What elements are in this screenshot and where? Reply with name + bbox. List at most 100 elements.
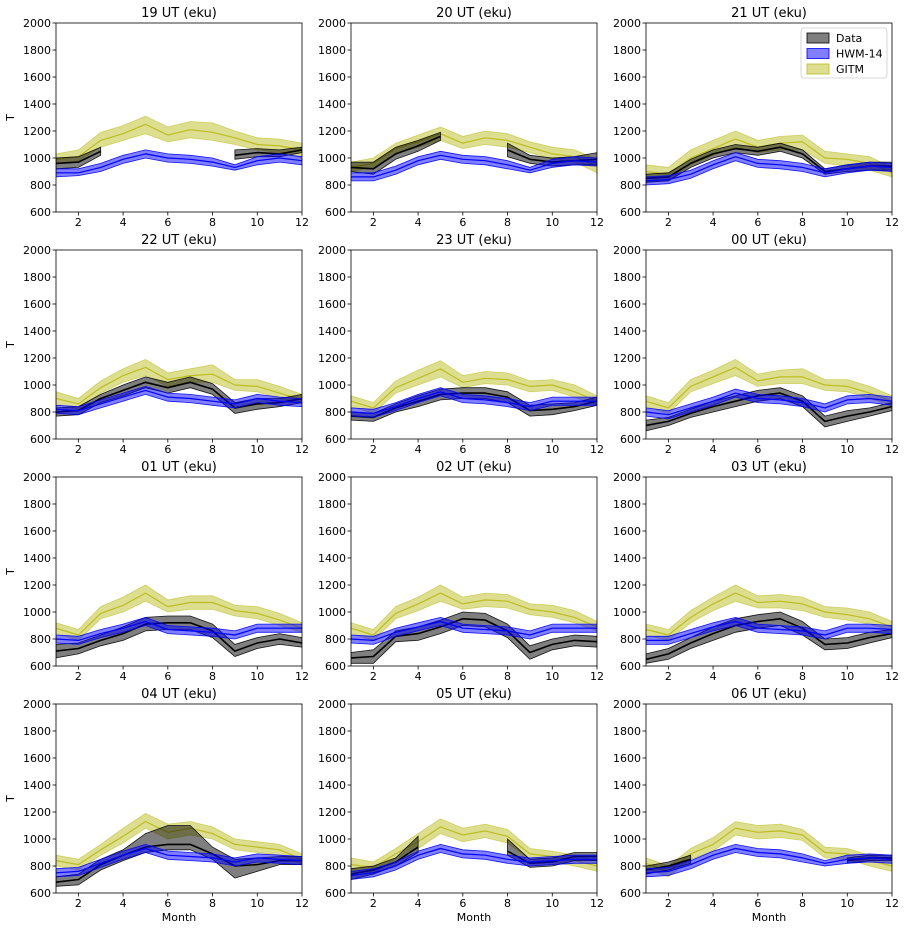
y-tick-label: 600 (620, 660, 641, 673)
x-tick-label: 8 (799, 443, 806, 456)
y-tick-label: 1600 (23, 298, 51, 311)
band-hwm-14-0 (351, 387, 597, 418)
panel-7: 2 4 6 8 10 12 600 800 1000 1200 1400 1600 1800 2000 02… (318, 460, 604, 683)
y-axis-label: T (4, 568, 17, 576)
axes-frame (350, 22, 598, 213)
x-tick-label: 6 (459, 670, 466, 683)
y-tick-label: 800 (30, 406, 51, 419)
x-tick-label: 6 (754, 216, 761, 229)
x-tick-label: 6 (459, 443, 466, 456)
y-tick-label: 2000 (613, 244, 641, 257)
band-hwm-14-0 (351, 616, 597, 645)
y-tick-label: 1400 (318, 779, 346, 792)
x-tick-label: 2 (75, 897, 82, 910)
y-tick-label: 1800 (318, 498, 346, 511)
x-tick-label: 8 (504, 216, 511, 229)
y-tick-label: 600 (620, 206, 641, 219)
y-tick-label: 1800 (613, 271, 641, 284)
line-gitm-0 (646, 592, 892, 636)
line-data-0 (351, 618, 597, 659)
y-tick-label: 600 (325, 887, 346, 900)
plot-area (646, 358, 892, 432)
line-gitm-0 (351, 592, 597, 636)
y-tick-label: 1600 (318, 525, 346, 538)
y-tick-label: 2000 (613, 17, 641, 30)
y-tick-label: 600 (620, 887, 641, 900)
y-tick-label: 1800 (613, 44, 641, 57)
y-tick-label: 1800 (23, 271, 51, 284)
y-tick-label: 1600 (613, 298, 641, 311)
y-tick-label: 1600 (318, 752, 346, 765)
band-hwm-14-0 (646, 616, 892, 645)
x-tick-label: 10 (250, 897, 264, 910)
y-tick-label: 2000 (23, 244, 51, 257)
axes-frame (645, 22, 893, 213)
y-tick-label: 1400 (23, 779, 51, 792)
x-tick-label: 2 (370, 897, 377, 910)
y-tick-label: 800 (325, 633, 346, 646)
x-tick-label: 6 (459, 897, 466, 910)
axes-frame (645, 249, 893, 440)
line-data-0 (56, 381, 302, 413)
line-hwm-14-0 (56, 153, 302, 174)
x-tick-label: 12 (590, 670, 604, 683)
y-tick-label: 1200 (613, 125, 641, 138)
axes-frame (55, 703, 303, 894)
panel-title: 05 UT (eku) (436, 687, 512, 702)
band-hwm-14-0 (646, 152, 892, 186)
x-tick-label: 12 (885, 897, 899, 910)
y-tick-label: 1200 (318, 579, 346, 592)
y-tick-label: 1600 (613, 71, 641, 84)
line-hwm-14-0 (351, 847, 597, 877)
x-tick-label: 4 (120, 216, 127, 229)
x-tick-label: 4 (415, 443, 422, 456)
panel-title: 22 UT (eku) (141, 233, 217, 248)
band-gitm-0 (646, 358, 892, 414)
y-tick-label: 1200 (318, 125, 346, 138)
panel-title: 23 UT (eku) (436, 233, 512, 248)
legend-label: GITM (836, 63, 864, 76)
x-tick-label: 12 (295, 216, 309, 229)
x-tick-label: 12 (590, 216, 604, 229)
band-gitm-0 (56, 358, 302, 410)
y-tick-label: 800 (325, 406, 346, 419)
y-tick-label: 2000 (23, 698, 51, 711)
y-tick-label: 1200 (23, 125, 51, 138)
panel-9: 2 4 6 8 10 12 600 800 1000 1200 1400 1600 1800 2000 04… (4, 687, 309, 924)
y-tick-label: 1400 (613, 779, 641, 792)
x-tick-label: 10 (545, 897, 559, 910)
x-tick-label: 12 (295, 670, 309, 683)
x-tick-label: 10 (840, 216, 854, 229)
x-tick-label: 6 (164, 670, 171, 683)
x-tick-label: 10 (545, 443, 559, 456)
band-hwm-14-0 (351, 843, 597, 880)
y-tick-label: 2000 (318, 244, 346, 257)
x-tick-label: 4 (415, 216, 422, 229)
y-tick-label: 800 (620, 633, 641, 646)
y-tick-label: 800 (30, 179, 51, 192)
x-tick-label: 8 (209, 443, 216, 456)
line-data-1 (234, 149, 302, 157)
band-gitm-0 (56, 115, 302, 164)
y-tick-label: 600 (30, 433, 51, 446)
panel-4: 2 4 6 8 10 12 600 800 1000 1200 1400 1600 1800 2000 23… (318, 233, 604, 456)
x-tick-label: 12 (295, 897, 309, 910)
y-tick-label: 1000 (318, 152, 346, 165)
y-tick-label: 1000 (318, 833, 346, 846)
x-tick-label: 10 (840, 443, 854, 456)
x-tick-label: 12 (885, 670, 899, 683)
x-tick-label: 2 (370, 216, 377, 229)
x-tick-label: 12 (885, 443, 899, 456)
y-axis-label: T (4, 114, 17, 122)
panels: 2 4 6 8 10 12 600 800 1000 1200 1400 1600 1800 2000 19… (4, 6, 899, 924)
y-tick-label: 800 (620, 860, 641, 873)
y-tick-label: 800 (30, 860, 51, 873)
panel-2: 2 4 6 8 10 12 600 800 1000 1200 1400 1600 1800 2000 21… (613, 6, 899, 229)
y-tick-label: 1000 (613, 379, 641, 392)
x-tick-label: 4 (120, 443, 127, 456)
plot-area (351, 126, 597, 182)
band-gitm-0 (646, 584, 892, 641)
y-tick-label: 1800 (23, 725, 51, 738)
x-tick-label: 8 (209, 670, 216, 683)
x-tick-label: 12 (885, 216, 899, 229)
